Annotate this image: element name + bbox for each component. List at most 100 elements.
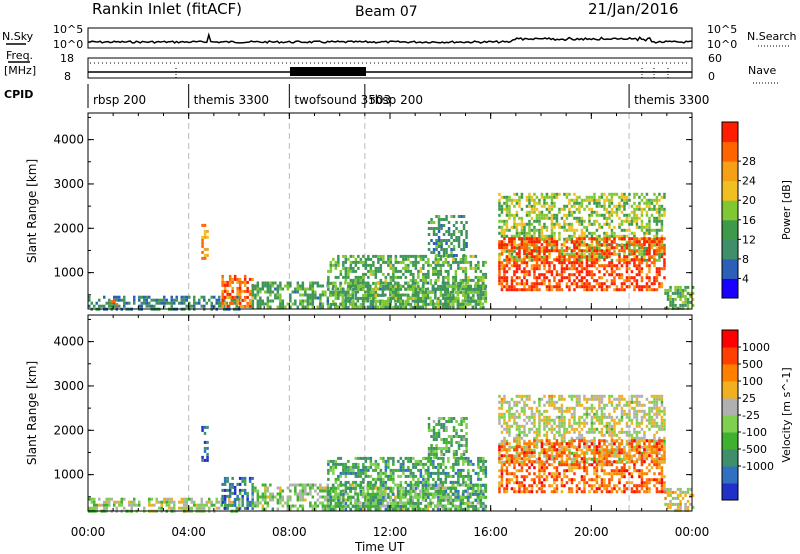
noise-ytick-bottom-right: 10^0 (707, 38, 737, 51)
cpid-segment-label: rbsp 200 (93, 93, 146, 107)
colorbar-tick-label: 24 (742, 175, 756, 188)
colorbar-tick-label: 16 (742, 214, 756, 227)
colorbar-cell (722, 258, 738, 279)
colorbar-cell (722, 200, 738, 221)
x-tick-label: 00:00 (675, 525, 710, 539)
heatmap-region (427, 215, 468, 257)
colorbar-cell (722, 122, 738, 143)
colorbar-cell (722, 483, 738, 501)
nave-label: Nave (748, 64, 776, 77)
heatmap-region (664, 285, 695, 310)
colorbar-tick-label: 100 (742, 375, 763, 388)
beam-label: Beam 07 (355, 4, 418, 20)
noise-panel: N.Sky 10^5 10^0 10^5 10^0 N.Search (2, 23, 797, 51)
colorbar-cell (722, 161, 738, 182)
colorbar-cell (722, 141, 738, 162)
x-axis-title: Time UT (354, 540, 405, 554)
x-tick-label: 16:00 (473, 525, 508, 539)
freq-panel: Freq. [MHz] 18 8 60 0 Nave (4, 49, 778, 84)
colorbar-tick-label: 20 (742, 194, 756, 207)
y-axis-label: Slant Range [km] (25, 361, 39, 465)
colorbar-title: Velocity [m s^-1] (780, 367, 793, 462)
heatmap-region (221, 476, 254, 510)
power-panel: 1000 2000 3000 4000 Slant Range [km] 4 8 12 16 20… (25, 112, 793, 311)
heatmap-region (498, 237, 666, 292)
colorbar-cell (722, 398, 738, 416)
heatmap-region (664, 487, 695, 512)
y-tick-label: 2000 (53, 221, 84, 235)
x-tick-label: 08:00 (272, 525, 307, 539)
colorbar-tick-label: -500 (742, 443, 767, 456)
colorbar-tick-label: 28 (742, 155, 756, 168)
colorbar-cell (722, 347, 738, 365)
y-tick-label: 3000 (53, 379, 84, 393)
colorbar-cell (722, 180, 738, 201)
x-tick-label: 00:00 (71, 525, 106, 539)
noise-ytick-top: 10^5 (53, 23, 83, 36)
y-tick-label: 1000 (53, 266, 84, 280)
heatmap-region (88, 295, 241, 311)
noise-ytick-top-right: 10^5 (707, 23, 737, 36)
colorbar-title: Power [dB] (780, 180, 793, 240)
y-tick-label: 2000 (53, 423, 84, 437)
time-axis: 00:00 04:00 08:00 12:00 16:00 20:00 00:00 (71, 113, 710, 539)
colorbar-tick-label: -1000 (742, 460, 774, 473)
colorbar-frame (721, 121, 739, 299)
cpid-segment-label: themis 3300 (194, 93, 269, 107)
y-tick-label: 4000 (53, 133, 84, 147)
x-tick-label: 12:00 (373, 525, 408, 539)
colorbar-tick-label: 8 (742, 253, 749, 266)
cpid-segment-label: rbsp 200 (370, 93, 423, 107)
colorbar-tick-label: 12 (742, 233, 756, 246)
heatmap-region (201, 425, 209, 462)
colorbar-cell (722, 466, 738, 484)
date-label: 21/Jan/2016 (588, 0, 679, 18)
y-tick-label: 4000 (53, 335, 84, 349)
colorbar-tick-label: -100 (742, 426, 767, 439)
freq-ytick-bottom: 8 (64, 70, 71, 83)
noise-sky-line (87, 32, 693, 44)
cpid-segment-label: twofsound 3503 (294, 93, 391, 107)
noise-search-label: N.Search (747, 30, 797, 43)
heatmap-region (201, 223, 209, 260)
colorbar-tick-label: 500 (742, 358, 763, 371)
colorbar-cell (722, 330, 738, 348)
x-tick-label: 20:00 (574, 525, 609, 539)
station-title: Rankin Inlet (fitACF) (92, 0, 242, 18)
nave-ytick-top: 60 (708, 52, 722, 65)
colorbar-tick-label: 4 (742, 272, 749, 285)
colorbar-tick-label: -25 (742, 409, 760, 422)
noise-ytick-bottom: 10^0 (53, 38, 83, 51)
nave-ytick-bottom: 0 (708, 70, 715, 83)
colorbar-cell (722, 415, 738, 433)
heatmap-region (327, 254, 488, 309)
colorbar-tick-label: 25 (742, 392, 756, 405)
heatmap-region (110, 300, 119, 307)
heatmap-region (327, 456, 488, 511)
freq-unit-label: [MHz] (4, 64, 36, 77)
heatmap-region (221, 274, 254, 308)
colorbar-cell (722, 432, 738, 450)
cpid-label: CPID (4, 88, 33, 101)
heatmap-region (498, 439, 666, 494)
colorbar-cell (722, 381, 738, 399)
noise-sky-label: N.Sky (2, 30, 34, 43)
colorbar-cell (722, 278, 738, 299)
colorbar-cell (722, 364, 738, 382)
colorbar-cell (722, 449, 738, 467)
x-tick-label: 04:00 (171, 525, 206, 539)
freq-label: Freq. (6, 49, 33, 62)
nave-dense-block (290, 67, 366, 76)
heatmap-region (427, 417, 468, 459)
y-tick-label: 1000 (53, 468, 84, 482)
y-tick-label: 3000 (53, 177, 84, 191)
y-axis-label: Slant Range [km] (25, 159, 39, 263)
freq-ytick-top: 18 (60, 52, 74, 65)
cpid-segment-label: themis 3300 (634, 93, 709, 107)
colorbar-cell (722, 219, 738, 240)
colorbar-tick-label: 1000 (742, 341, 770, 354)
colorbar-cell (722, 239, 738, 260)
velocity-panel: 1000 2000 3000 4000 Slant Range [km] 1000 500 1… (25, 314, 793, 513)
